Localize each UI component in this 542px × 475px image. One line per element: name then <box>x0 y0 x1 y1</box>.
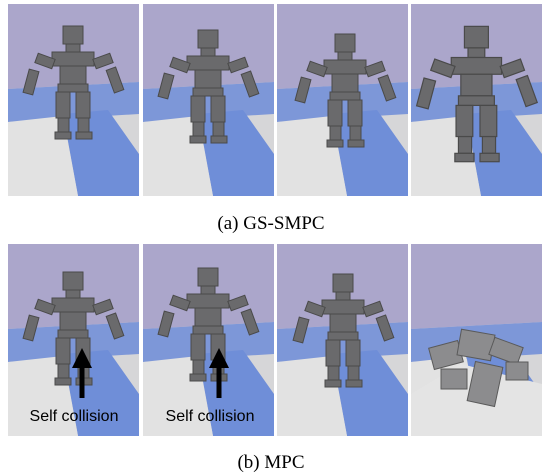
annotation: Self collision <box>30 408 119 425</box>
top-row <box>8 4 542 196</box>
annotation: Self collision <box>166 408 255 425</box>
bottom-row: Self collision Self collision <box>8 244 542 436</box>
caption: (a) GS-SMPC <box>217 213 324 234</box>
caption: (b) MPC <box>237 452 304 473</box>
